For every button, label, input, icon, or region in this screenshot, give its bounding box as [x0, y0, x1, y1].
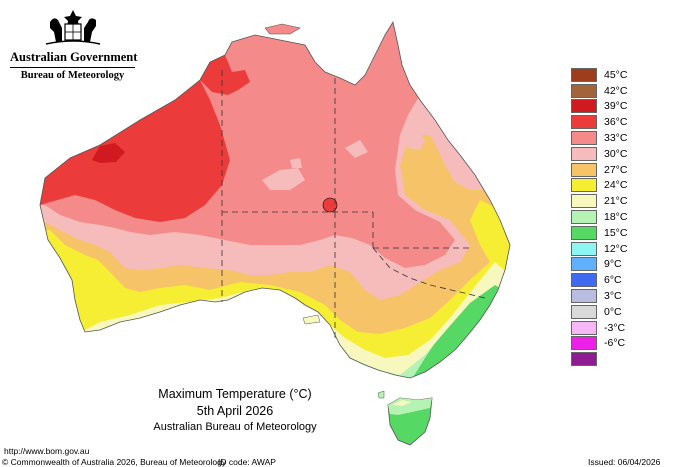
- legend-label: 39°C: [604, 100, 628, 113]
- legend-label: -3°C: [604, 321, 626, 334]
- legend-swatch: [571, 304, 597, 319]
- issued-date: Issued: 06/04/2026: [588, 457, 661, 467]
- legend-swatch: [571, 241, 597, 256]
- king-island: [377, 390, 385, 399]
- website-url: http://www.bom.gov.au: [4, 446, 90, 456]
- legend-row: 33°C: [571, 130, 627, 146]
- legend-label: 36°C: [604, 116, 628, 129]
- temperature-legend: 45°C 42°C 39°C 36°C 33°C 30°C 27°C 24°C 21°C 18°C…: [571, 67, 627, 367]
- legend-label: 30°C: [604, 147, 628, 160]
- tasmania: [387, 397, 433, 446]
- government-title: Australian Government: [10, 50, 138, 64]
- legend-row: 6°C: [571, 272, 627, 288]
- legend-row: 12°C: [571, 241, 627, 257]
- kangaroo-island: [302, 314, 321, 325]
- legend-swatch: [571, 178, 597, 193]
- legend-row: -3°C: [571, 320, 627, 336]
- legend-label: 33°C: [604, 132, 628, 145]
- melville-island: [264, 23, 301, 35]
- legend-swatch: [571, 162, 597, 177]
- legend-swatch: [571, 273, 597, 288]
- legend-label: 15°C: [604, 226, 628, 239]
- legend-row: 21°C: [571, 193, 627, 209]
- legend-label: 6°C: [604, 274, 622, 287]
- legend-row: [571, 351, 627, 367]
- map-org: Australian Bureau of Meteorology: [153, 421, 317, 433]
- footer-bar: © Commonwealth of Australia 2026, Bureau…: [0, 456, 680, 467]
- legend-row: 30°C: [571, 146, 627, 162]
- government-logo: Australian Government Bureau of Meteorol…: [10, 8, 138, 81]
- legend-row: 36°C: [571, 114, 627, 130]
- legend-swatch: [571, 336, 597, 351]
- legend-label: 12°C: [604, 242, 628, 255]
- legend-label: -6°C: [604, 337, 626, 350]
- legend-swatch: [571, 131, 597, 146]
- legend-label: 45°C: [604, 68, 628, 81]
- legend-row: 9°C: [571, 257, 627, 273]
- legend-label: 42°C: [604, 84, 628, 97]
- legend-row: 39°C: [571, 99, 627, 115]
- legend-swatch: [571, 225, 597, 240]
- state-borders: [221, 70, 486, 340]
- legend-swatch: [571, 210, 597, 225]
- legend-label: 3°C: [604, 290, 622, 303]
- legend-label: 24°C: [604, 179, 628, 192]
- legend-swatch: [571, 99, 597, 114]
- coastline: [39, 20, 511, 379]
- legend-label: 0°C: [604, 305, 622, 318]
- legend-label: 9°C: [604, 258, 622, 271]
- legend-row: 15°C: [571, 225, 627, 241]
- legend-swatch: [571, 146, 597, 161]
- legend-swatch: [571, 83, 597, 98]
- legend-label: 18°C: [604, 211, 628, 224]
- legend-row: 18°C: [571, 209, 627, 225]
- map-date: 5th April 2026: [196, 404, 274, 418]
- legend-row: 0°C: [571, 304, 627, 320]
- logo-divider: [10, 67, 135, 68]
- copyright-text: © Commonwealth of Australia 2026, Bureau…: [2, 457, 227, 467]
- legend-label: 21°C: [604, 195, 628, 208]
- legend-row: 3°C: [571, 288, 627, 304]
- legend-row: 45°C: [571, 67, 627, 83]
- legend-swatch: [571, 352, 597, 367]
- legend-row: 42°C: [571, 83, 627, 99]
- map-caption: Maximum Temperature (°C) 5th April 2026 …: [130, 387, 340, 433]
- legend-swatch: [571, 289, 597, 304]
- legend-label: 27°C: [604, 163, 628, 176]
- id-code: ID code: AWAP: [218, 457, 276, 467]
- legend-row: -6°C: [571, 336, 627, 352]
- legend-swatch: [571, 67, 597, 82]
- legend-swatch: [571, 115, 597, 130]
- map-title: Maximum Temperature (°C): [158, 387, 312, 401]
- legend-swatch: [571, 194, 597, 209]
- bureau-title: Bureau of Meteorology: [20, 70, 125, 81]
- legend-swatch: [571, 320, 597, 335]
- coat-of-arms-icon: [45, 10, 100, 45]
- legend-row: 27°C: [571, 162, 627, 178]
- legend-swatch: [571, 257, 597, 272]
- legend-row: 24°C: [571, 178, 627, 194]
